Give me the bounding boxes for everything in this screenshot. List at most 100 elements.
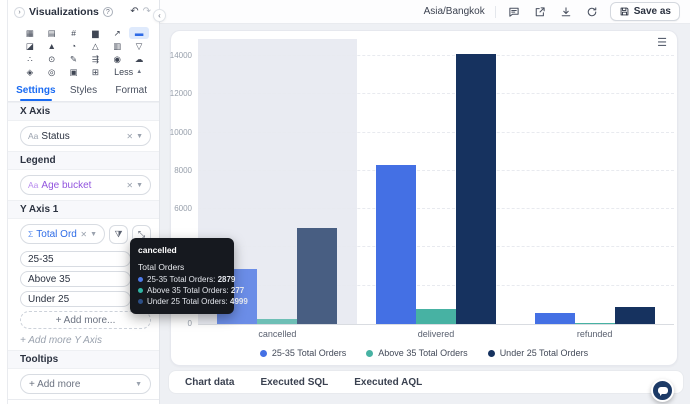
y-axis-tick-label: 8000 xyxy=(174,165,192,175)
y-axis-tick-label: 0 xyxy=(187,319,192,328)
chat-widget-button[interactable] xyxy=(651,379,674,402)
save-as-button[interactable]: Save as xyxy=(609,2,680,21)
save-icon xyxy=(620,7,629,16)
bar-delivered-25-35-total-orders[interactable] xyxy=(375,165,416,324)
redo-icon[interactable]: ↷ xyxy=(142,6,151,17)
filter-funnel-icon[interactable]: ⧩ xyxy=(109,224,128,244)
list-table-icon[interactable]: ▥ xyxy=(113,40,122,51)
bar-refunded-under-25-total-orders[interactable] xyxy=(614,306,655,324)
legend-item-under-25-total-orders[interactable]: Under 25 Total Orders xyxy=(487,348,589,358)
show-less-button[interactable]: Less ▲ xyxy=(107,66,149,78)
clear-field-icon[interactable]: ✕ xyxy=(126,131,134,141)
pivot-table-icon[interactable]: ▤ xyxy=(47,27,56,38)
tooltip-metric: Total Orders xyxy=(138,262,185,272)
legend-field-label: Age bucket xyxy=(41,179,92,191)
bar-delivered-above-35-total-orders[interactable] xyxy=(415,308,456,324)
x-axis-field-row: Aa Status ✕ ▼ xyxy=(8,121,159,151)
tab-format[interactable]: Format xyxy=(115,85,148,96)
series-field[interactable]: Above 35 xyxy=(20,271,131,287)
box-plot-icon[interactable]: ▣ xyxy=(69,66,78,77)
share-icon[interactable] xyxy=(532,4,548,20)
chart-card: ☰ 02000400060008000100001200014000 cance… xyxy=(170,30,678,366)
legend-field-row: Aa Age bucket ✕ ▼ xyxy=(8,170,159,200)
word-cloud-icon[interactable]: ☁ xyxy=(134,53,144,64)
chart-menu-icon[interactable]: ☰ xyxy=(657,37,667,49)
bar-delivered-under-25-total-orders[interactable] xyxy=(455,54,496,324)
download-icon[interactable] xyxy=(558,4,574,20)
bubble-chart-icon[interactable]: ⊙ xyxy=(48,53,56,64)
legend-label: Under 25 Total Orders xyxy=(499,348,589,358)
tooltip-category: cancelled xyxy=(138,245,177,255)
metric-kpi-icon[interactable]: # xyxy=(71,28,76,38)
gridline xyxy=(198,208,674,210)
y-axis-field[interactable]: Σ Total Orders ✕ ▼ xyxy=(20,224,105,244)
x-axis-section-header: X Axis xyxy=(8,102,159,121)
tab-styles[interactable]: Styles xyxy=(69,85,98,96)
bar-chart-plot: 02000400060008000100001200014000 xyxy=(170,39,674,328)
pyramid-chart-icon[interactable]: △ xyxy=(92,40,99,51)
heatmap-icon[interactable]: ⊞ xyxy=(91,66,99,77)
flow-chart-icon[interactable]: ⇶ xyxy=(91,53,99,64)
chart-type-grid: ▦ ▤ # ▆ ↗ ▬ ◪ ▲ ◔ △ ▥ ▽ ∴ ⊙ ✎ ⇶ ◉ ☁ ◈ ◎ ▣ ⊞ Less ▲ xyxy=(8,24,159,82)
bottom-tab-executed-aql[interactable]: Executed AQL xyxy=(354,376,423,388)
table-icon[interactable]: ▦ xyxy=(25,27,34,38)
legend-field[interactable]: Aa Age bucket ✕ ▼ xyxy=(20,175,151,195)
expand-panel-icon[interactable]: › xyxy=(14,6,25,18)
column-chart-icon[interactable]: ▆ xyxy=(92,27,99,38)
radar-chart-icon[interactable]: ◈ xyxy=(26,66,34,77)
donut-chart-icon[interactable]: ◎ xyxy=(48,66,56,77)
clear-field-icon[interactable]: ✕ xyxy=(80,229,88,239)
series-field[interactable]: 25-35 xyxy=(20,251,131,267)
x-axis-field[interactable]: Aa Status ✕ ▼ xyxy=(20,126,151,146)
chevron-down-icon[interactable]: ▼ xyxy=(136,132,143,140)
legend-dot xyxy=(487,349,495,357)
save-as-label: Save as xyxy=(633,6,671,17)
clear-field-icon[interactable]: ✕ xyxy=(126,180,134,190)
bar-chart-icon[interactable]: ▬ xyxy=(129,27,149,39)
combo-chart-icon[interactable]: ▲ xyxy=(47,41,56,51)
area-chart-icon[interactable]: ◪ xyxy=(25,40,34,51)
y-axis-field-label: Total Orders xyxy=(36,228,77,240)
series-field-label: Above 35 xyxy=(28,273,71,285)
tab-settings[interactable]: Settings xyxy=(12,82,60,101)
legend-item-above-35-total-orders[interactable]: Above 35 Total Orders xyxy=(366,348,468,358)
bottom-tab-executed-sql[interactable]: Executed SQL xyxy=(260,376,329,388)
undo-icon[interactable]: ↶ xyxy=(130,6,139,17)
bar-group-refunded xyxy=(515,45,674,324)
series-field-label: 25-35 xyxy=(28,253,54,265)
gridline xyxy=(198,131,674,133)
series-field[interactable]: Under 25 xyxy=(20,291,131,307)
bar-cancelled-under-25-total-orders[interactable] xyxy=(297,228,338,324)
gridline xyxy=(198,93,674,95)
chevron-down-icon[interactable]: ▼ xyxy=(136,181,143,189)
refresh-schedule-icon[interactable] xyxy=(584,4,600,20)
gridline xyxy=(198,55,674,56)
bottom-tab-chart-data[interactable]: Chart data xyxy=(185,376,235,388)
line-chart-icon[interactable]: ↗ xyxy=(113,27,121,38)
bar-group-delivered xyxy=(357,45,516,324)
legend-section-header: Legend xyxy=(8,151,159,170)
legend-dot xyxy=(366,349,374,357)
tooltip-series-dot xyxy=(138,288,143,293)
legend-item-25-35-total-orders[interactable]: 25-35 Total Orders xyxy=(259,348,346,358)
bar-refunded-above-35-total-orders[interactable] xyxy=(574,322,615,324)
bar-cancelled-above-35-total-orders[interactable] xyxy=(257,318,298,324)
bar-refunded-25-35-total-orders[interactable] xyxy=(534,313,575,324)
collapse-sidebar-icon[interactable]: ‹ xyxy=(153,9,166,22)
annotation-icon[interactable]: ✎ xyxy=(70,53,78,64)
tooltips-add-more-select[interactable]: + Add more ▼ xyxy=(20,374,151,394)
chevron-down-icon[interactable]: ▼ xyxy=(90,230,97,238)
gauge-chart-icon[interactable]: ◉ xyxy=(113,53,121,64)
add-more-y-axis-button[interactable]: + Add more Y Axis xyxy=(20,335,102,346)
add-more-series-button[interactable]: + Add more... xyxy=(20,311,151,329)
help-icon[interactable]: ? xyxy=(102,7,113,17)
scatter-chart-icon[interactable]: ∴ xyxy=(27,53,33,64)
pie-chart-icon[interactable]: ◔ xyxy=(71,41,77,51)
show-less-label: Less xyxy=(114,67,134,77)
series-field-label: Under 25 xyxy=(28,293,70,305)
comment-icon[interactable] xyxy=(506,4,522,20)
gridline xyxy=(198,246,674,248)
funnel-chart-icon[interactable]: ▽ xyxy=(135,40,143,51)
timezone-selector[interactable]: Asia/Bangkok xyxy=(423,6,485,17)
